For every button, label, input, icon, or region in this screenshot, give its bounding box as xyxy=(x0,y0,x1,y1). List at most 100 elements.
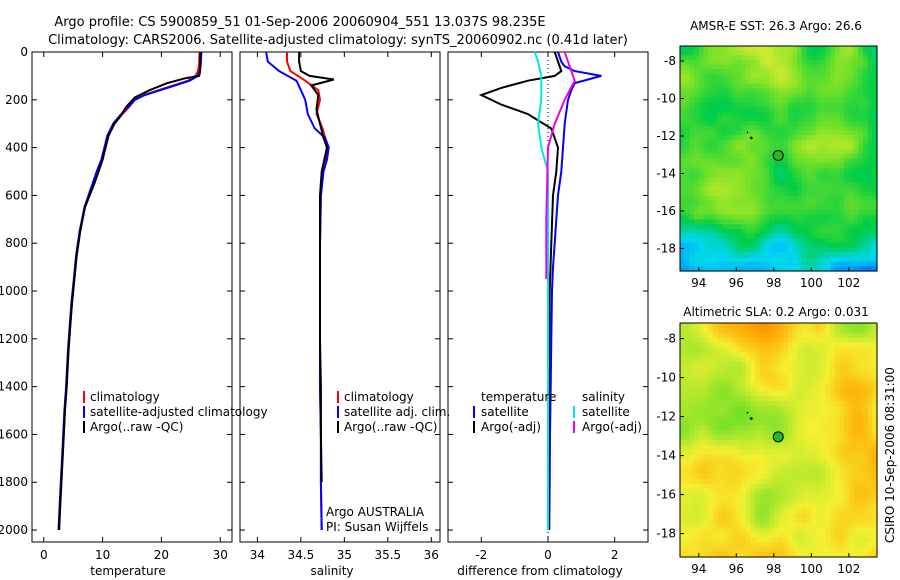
map-cell xyxy=(717,121,723,127)
map-cell xyxy=(755,219,761,225)
map-cell xyxy=(787,55,794,61)
map-cell xyxy=(764,106,770,113)
map-cell xyxy=(773,242,780,249)
map-cell xyxy=(745,130,751,136)
map-x-tick-label: 94 xyxy=(691,276,706,290)
map-cell xyxy=(769,266,775,272)
map-cell xyxy=(769,149,775,155)
map-cell xyxy=(694,415,700,422)
map-cell xyxy=(750,420,756,426)
map-cell xyxy=(806,410,812,417)
map-cell xyxy=(764,376,770,383)
map-cell xyxy=(708,493,714,500)
map-cell xyxy=(698,163,705,169)
map-cell xyxy=(783,83,789,89)
map-cell xyxy=(839,177,845,183)
map-cell xyxy=(726,386,733,392)
map-cell xyxy=(811,102,817,108)
map-cell xyxy=(801,102,808,108)
map-cell xyxy=(848,191,855,197)
map-cell xyxy=(806,362,812,368)
map-cell xyxy=(722,366,728,373)
map-cell xyxy=(820,537,826,543)
map-cell xyxy=(703,266,709,272)
map-cell xyxy=(717,342,723,348)
map-cell xyxy=(745,125,751,131)
map-cell xyxy=(792,111,798,117)
map-cell xyxy=(698,537,705,543)
map-cell xyxy=(708,503,714,509)
map-cell xyxy=(783,381,789,387)
map-cell xyxy=(848,88,855,94)
map-cell xyxy=(778,362,784,368)
map-cell xyxy=(783,121,789,127)
map-cell xyxy=(844,386,850,392)
map-cell xyxy=(872,181,878,188)
map-cell xyxy=(806,88,812,94)
map-cell xyxy=(862,503,869,509)
map-cell xyxy=(689,381,695,387)
map-cell xyxy=(726,503,733,509)
map-cell xyxy=(862,396,869,402)
map-cell xyxy=(769,252,775,258)
map-cell xyxy=(787,513,794,519)
map-cell xyxy=(717,167,723,174)
map-cell xyxy=(848,342,855,348)
map-cell xyxy=(862,440,869,446)
map-cell xyxy=(694,357,700,363)
map-cell xyxy=(703,357,709,363)
map-cell xyxy=(708,121,714,127)
map-cell xyxy=(825,342,831,348)
map-cell xyxy=(755,177,761,183)
map-cell xyxy=(839,205,845,211)
map-cell xyxy=(787,64,794,71)
map-cell xyxy=(726,488,733,495)
map-cell xyxy=(867,425,873,431)
map-cell xyxy=(858,435,864,441)
map-cell xyxy=(783,55,789,61)
map-cell xyxy=(797,537,803,543)
map-cell xyxy=(858,228,864,235)
map-cell xyxy=(717,366,723,373)
map-cell xyxy=(717,435,723,441)
map-cell xyxy=(740,342,747,348)
map-cell xyxy=(834,186,841,192)
map-cell xyxy=(726,130,733,136)
map-cell xyxy=(787,357,794,363)
map-cell xyxy=(858,214,864,221)
map-cell xyxy=(853,83,859,89)
map-cell xyxy=(726,158,733,164)
map-cell xyxy=(722,219,728,225)
map-cell xyxy=(839,116,845,122)
map-cell xyxy=(736,64,742,71)
map-cell xyxy=(853,469,859,475)
map-cell xyxy=(717,177,723,183)
map-cell xyxy=(694,158,700,164)
map-cell xyxy=(848,261,855,267)
map-cell xyxy=(750,191,756,197)
map-cell xyxy=(759,376,766,383)
temperature-plot: 0 10 20 30 xyxy=(32,51,232,562)
map-cell xyxy=(689,97,695,103)
map-cell xyxy=(820,532,826,539)
map-cell xyxy=(750,493,756,500)
map-cell xyxy=(694,508,700,514)
map-cell xyxy=(787,459,794,465)
map-cell xyxy=(844,342,850,348)
map-cell xyxy=(862,139,869,146)
map-cell xyxy=(708,74,714,80)
map-cell xyxy=(848,483,855,490)
map-cell xyxy=(820,366,826,373)
map-cell xyxy=(783,337,789,344)
map-cell xyxy=(694,527,700,534)
map-cell xyxy=(787,347,794,353)
map-cell xyxy=(712,435,719,441)
map-cell xyxy=(867,163,873,169)
map-cell xyxy=(755,522,761,529)
map-cell xyxy=(750,357,756,363)
map-cell xyxy=(703,64,709,71)
map-cell xyxy=(731,323,737,329)
map-cell xyxy=(787,144,794,150)
map-cell xyxy=(726,242,733,249)
map-cell xyxy=(867,435,873,441)
